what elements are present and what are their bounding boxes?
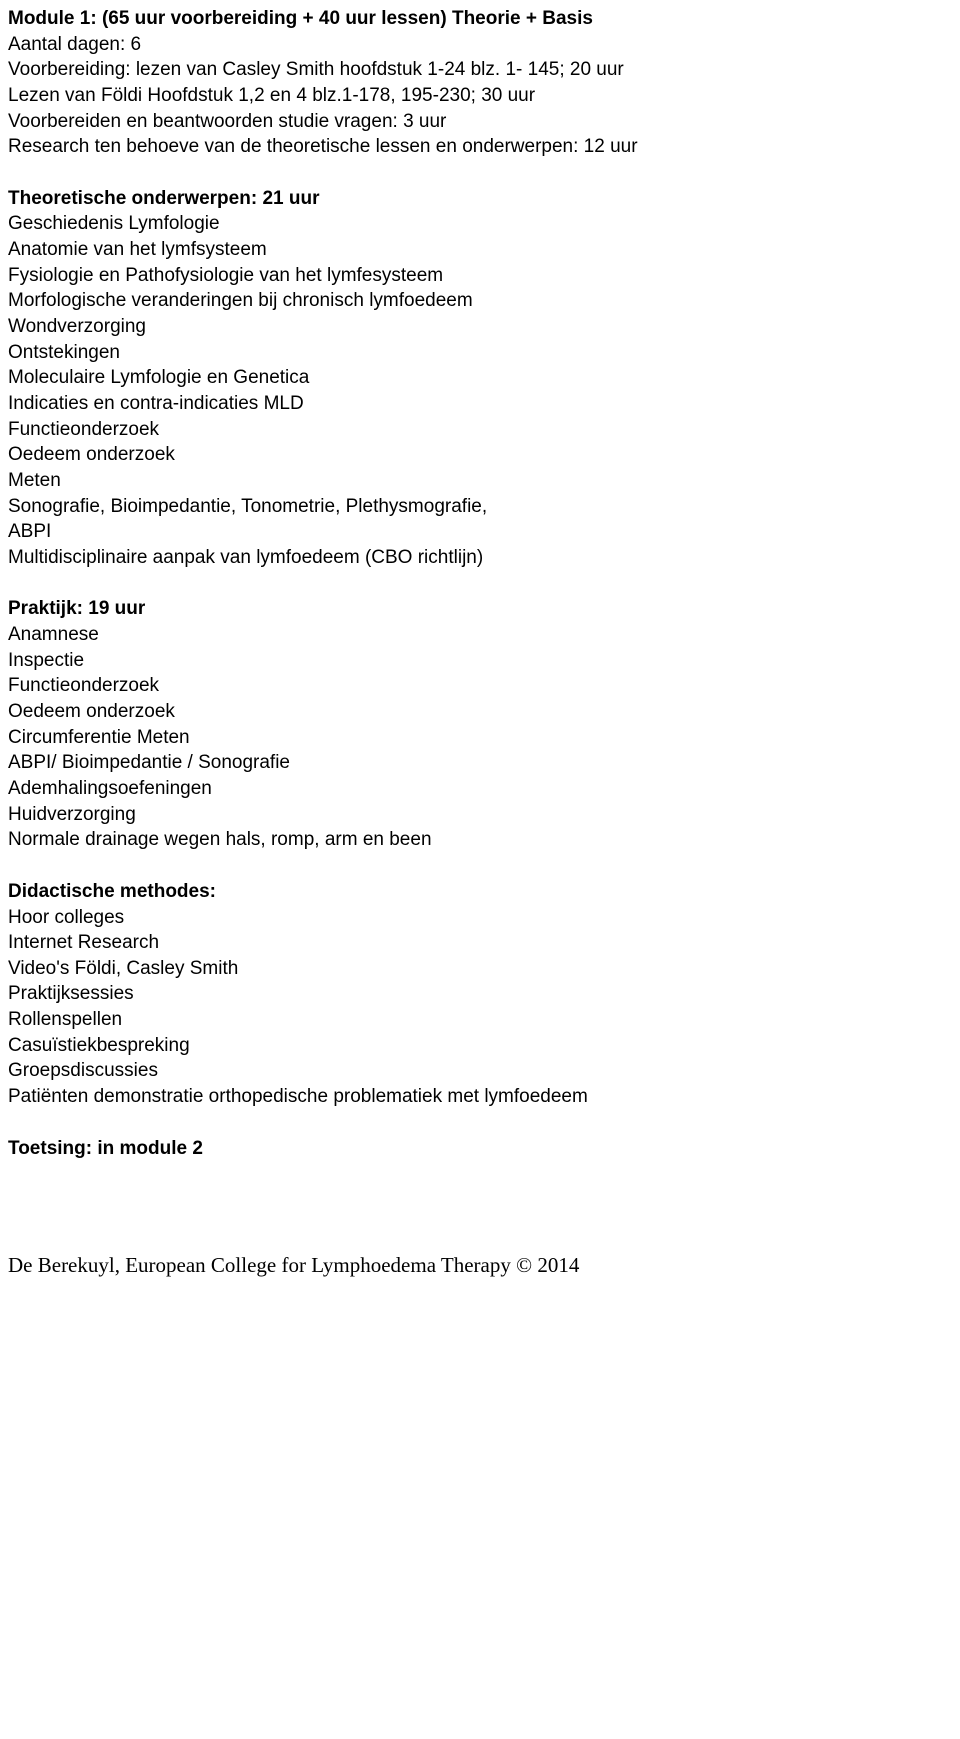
- theory-section: Theoretische onderwerpen: 21 uur Geschie…: [8, 186, 960, 571]
- theory-item: Morfologische veranderingen bij chronisc…: [8, 288, 960, 314]
- module-header: Module 1: (65 uur voorbereiding + 40 uur…: [8, 6, 960, 160]
- didactic-item: Casuïstiekbespreking: [8, 1033, 960, 1059]
- theory-item: Moleculaire Lymfologie en Genetica: [8, 365, 960, 391]
- theory-item: Multidisciplinaire aanpak van lymfoedeem…: [8, 545, 960, 571]
- practice-item: Normale drainage wegen hals, romp, arm e…: [8, 827, 960, 853]
- practice-list: Anamnese Inspectie Functieonderzoek Oede…: [8, 622, 960, 853]
- practice-section: Praktijk: 19 uur Anamnese Inspectie Func…: [8, 596, 960, 852]
- didactic-item: Patiënten demonstratie orthopedische pro…: [8, 1084, 960, 1110]
- theory-item: Geschiedenis Lymfologie: [8, 211, 960, 237]
- didactic-heading: Didactische methodes:: [8, 879, 960, 905]
- theory-item: Meten: [8, 468, 960, 494]
- practice-item: Huidverzorging: [8, 802, 960, 828]
- theory-item: Sonografie, Bioimpedantie, Tonometrie, P…: [8, 494, 960, 520]
- practice-item: Anamnese: [8, 622, 960, 648]
- assessment-heading: Toetsing: in module 2: [8, 1136, 960, 1162]
- practice-item: Ademhalingsoefeningen: [8, 776, 960, 802]
- theory-item: Functieonderzoek: [8, 417, 960, 443]
- theory-item: Oedeem onderzoek: [8, 442, 960, 468]
- didactic-section: Didactische methodes: Hoor colleges Inte…: [8, 879, 960, 1110]
- theory-item: Fysiologie en Pathofysiologie van het ly…: [8, 263, 960, 289]
- didactic-item: Rollenspellen: [8, 1007, 960, 1033]
- didactic-item: Groepsdiscussies: [8, 1058, 960, 1084]
- didactic-item: Internet Research: [8, 930, 960, 956]
- theory-item: ABPI: [8, 519, 960, 545]
- didactic-item: Hoor colleges: [8, 905, 960, 931]
- page-footer: De Berekuyl, European College for Lympho…: [8, 1251, 960, 1279]
- theory-heading: Theoretische onderwerpen: 21 uur: [8, 186, 960, 212]
- assessment-section: Toetsing: in module 2: [8, 1136, 960, 1162]
- theory-item: Wondverzorging: [8, 314, 960, 340]
- module-prep-line-1: Voorbereiding: lezen van Casley Smith ho…: [8, 57, 960, 83]
- practice-item: Inspectie: [8, 648, 960, 674]
- practice-heading: Praktijk: 19 uur: [8, 596, 960, 622]
- theory-item: Indicaties en contra-indicaties MLD: [8, 391, 960, 417]
- didactic-item: Praktijksessies: [8, 981, 960, 1007]
- practice-item: Circumferentie Meten: [8, 725, 960, 751]
- module-prep-line-2: Lezen van Földi Hoofdstuk 1,2 en 4 blz.1…: [8, 83, 960, 109]
- didactic-list: Hoor colleges Internet Research Video's …: [8, 905, 960, 1110]
- module-days: Aantal dagen: 6: [8, 32, 960, 58]
- practice-item: Oedeem onderzoek: [8, 699, 960, 725]
- theory-item: Ontstekingen: [8, 340, 960, 366]
- practice-item: ABPI/ Bioimpedantie / Sonografie: [8, 750, 960, 776]
- module-prep-line-4: Research ten behoeve van de theoretische…: [8, 134, 960, 160]
- didactic-item: Video's Földi, Casley Smith: [8, 956, 960, 982]
- module-title: Module 1: (65 uur voorbereiding + 40 uur…: [8, 6, 960, 32]
- theory-item: Anatomie van het lymfsysteem: [8, 237, 960, 263]
- practice-item: Functieonderzoek: [8, 673, 960, 699]
- module-prep-line-3: Voorbereiden en beantwoorden studie vrag…: [8, 109, 960, 135]
- theory-list: Geschiedenis Lymfologie Anatomie van het…: [8, 211, 960, 570]
